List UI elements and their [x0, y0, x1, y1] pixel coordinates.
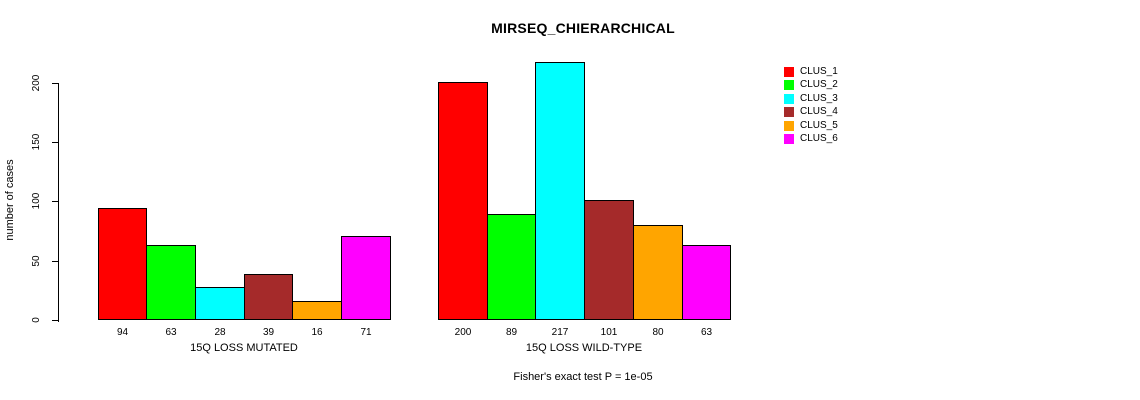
legend-label: CLUS_6 [800, 133, 838, 144]
stats-caption: Fisher's exact test P = 1e-05 [513, 371, 653, 383]
bar-value-label: 28 [214, 327, 226, 338]
y-axis-line [58, 83, 59, 322]
legend-item: CLUS_5 [784, 120, 838, 131]
y-tick-label: 150 [31, 133, 42, 151]
y-tick [52, 320, 58, 321]
bar-value-label: 200 [454, 327, 472, 338]
bar [584, 200, 634, 320]
y-tick [52, 201, 58, 202]
legend-swatch-icon [784, 133, 794, 144]
group-label: 15Q LOSS MUTATED [190, 342, 298, 354]
y-tick [52, 261, 58, 262]
bar-value-label: 63 [700, 327, 713, 338]
bar [535, 62, 585, 320]
chart-title: MIRSEQ_CHIERARCHICAL [491, 20, 675, 36]
legend-label: CLUS_2 [800, 79, 838, 90]
legend-label: CLUS_4 [800, 106, 838, 117]
bar [682, 245, 731, 320]
bar [633, 225, 683, 320]
legend-item: CLUS_6 [784, 133, 838, 144]
bar-value-label: 80 [652, 327, 664, 338]
bar [98, 208, 147, 320]
legend-item: CLUS_1 [784, 66, 838, 77]
bar-value-label: 94 [116, 327, 129, 338]
bar-value-label: 217 [551, 327, 569, 338]
y-tick-label: 100 [31, 192, 42, 210]
y-tick-label: 50 [31, 255, 42, 267]
legend-label: CLUS_3 [800, 93, 838, 104]
bar-value-label: 16 [311, 327, 323, 338]
bar [487, 214, 536, 320]
bar [341, 236, 391, 320]
bar [195, 287, 245, 320]
legend-swatch-icon [784, 93, 794, 104]
legend-swatch-icon [784, 120, 794, 131]
y-tick-label: 200 [31, 74, 42, 92]
y-tick [52, 142, 58, 143]
y-tick [52, 83, 58, 84]
group-label: 15Q LOSS WILD-TYPE [525, 342, 643, 354]
bar-value-label: 71 [360, 327, 372, 338]
bar-value-label: 63 [165, 327, 177, 338]
legend-item: CLUS_4 [784, 106, 838, 117]
legend-label: CLUS_1 [800, 66, 838, 77]
bar-value-label: 101 [600, 327, 618, 338]
bar [244, 274, 293, 320]
legend-item: CLUS_3 [784, 93, 838, 104]
legend-item: CLUS_2 [784, 79, 838, 90]
bar [146, 245, 196, 320]
legend-swatch-icon [784, 106, 794, 117]
bar-value-label: 39 [262, 327, 275, 338]
legend-swatch-icon [784, 79, 794, 90]
legend-label: CLUS_5 [800, 120, 838, 131]
y-axis-label: number of cases [4, 159, 16, 241]
bar [438, 82, 488, 320]
bar-value-label: 89 [505, 327, 518, 338]
y-tick-label: 0 [31, 317, 42, 323]
bar [292, 301, 342, 320]
legend-swatch-icon [784, 66, 794, 77]
